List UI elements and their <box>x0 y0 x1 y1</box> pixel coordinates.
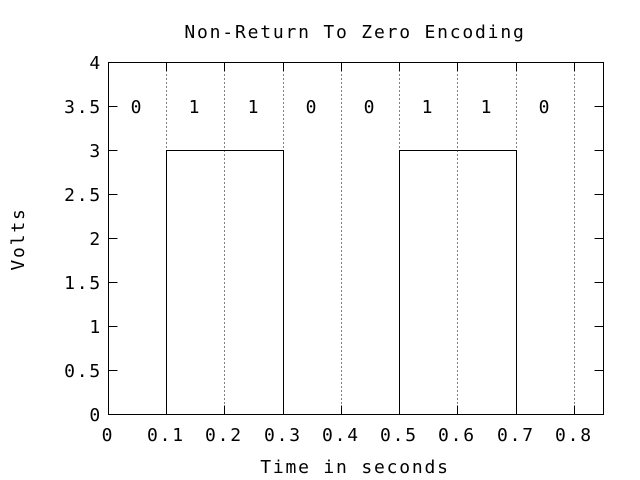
axes-layer <box>108 62 604 415</box>
x-tick-label: 0.2 <box>205 425 243 446</box>
x-tick-label: 0.7 <box>497 425 535 446</box>
y-tick-label: 0.5 <box>64 361 102 382</box>
x-tick-label: 0.8 <box>555 425 593 446</box>
x-tick-label: 0 <box>102 425 115 446</box>
bit-label: 0 <box>539 97 552 118</box>
bit-label: 0 <box>364 97 377 118</box>
x-tick-label: 0.5 <box>380 425 418 446</box>
bit-label: 1 <box>422 97 435 118</box>
x-tick-label: 0.6 <box>438 425 476 446</box>
bit-label: 1 <box>248 97 261 118</box>
chart-title: Non-Return To Zero Encoding <box>184 22 525 43</box>
y-tick-label: 3.5 <box>64 97 102 118</box>
bit-label: 1 <box>481 97 494 118</box>
labels-layer: 0 0.1 0.2 0.3 0.4 0.5 0.6 0.7 0.8 0 0.5 1 1.5 2 2.5 3 3.… <box>64 53 593 446</box>
plot-border <box>108 62 604 415</box>
y-tick-label: 2.5 <box>64 185 102 206</box>
x-tick-label: 0.1 <box>147 425 185 446</box>
y-axis-title: Volts <box>8 207 29 270</box>
x-tick-label: 0.3 <box>264 425 302 446</box>
x-axis-title: Time in seconds <box>260 457 450 478</box>
y-tick-label: 1.5 <box>64 273 102 294</box>
bit-label: 0 <box>131 97 144 118</box>
y-tick-label: 3 <box>89 141 102 162</box>
bit-label: 0 <box>306 97 319 118</box>
y-tick-label: 0 <box>89 405 102 426</box>
bit-label: 1 <box>189 97 202 118</box>
y-tick-label: 2 <box>89 229 102 250</box>
y-tick-label: 4 <box>89 53 102 74</box>
x-tick-label: 0.4 <box>322 425 360 446</box>
y-tick-label: 1 <box>89 317 102 338</box>
